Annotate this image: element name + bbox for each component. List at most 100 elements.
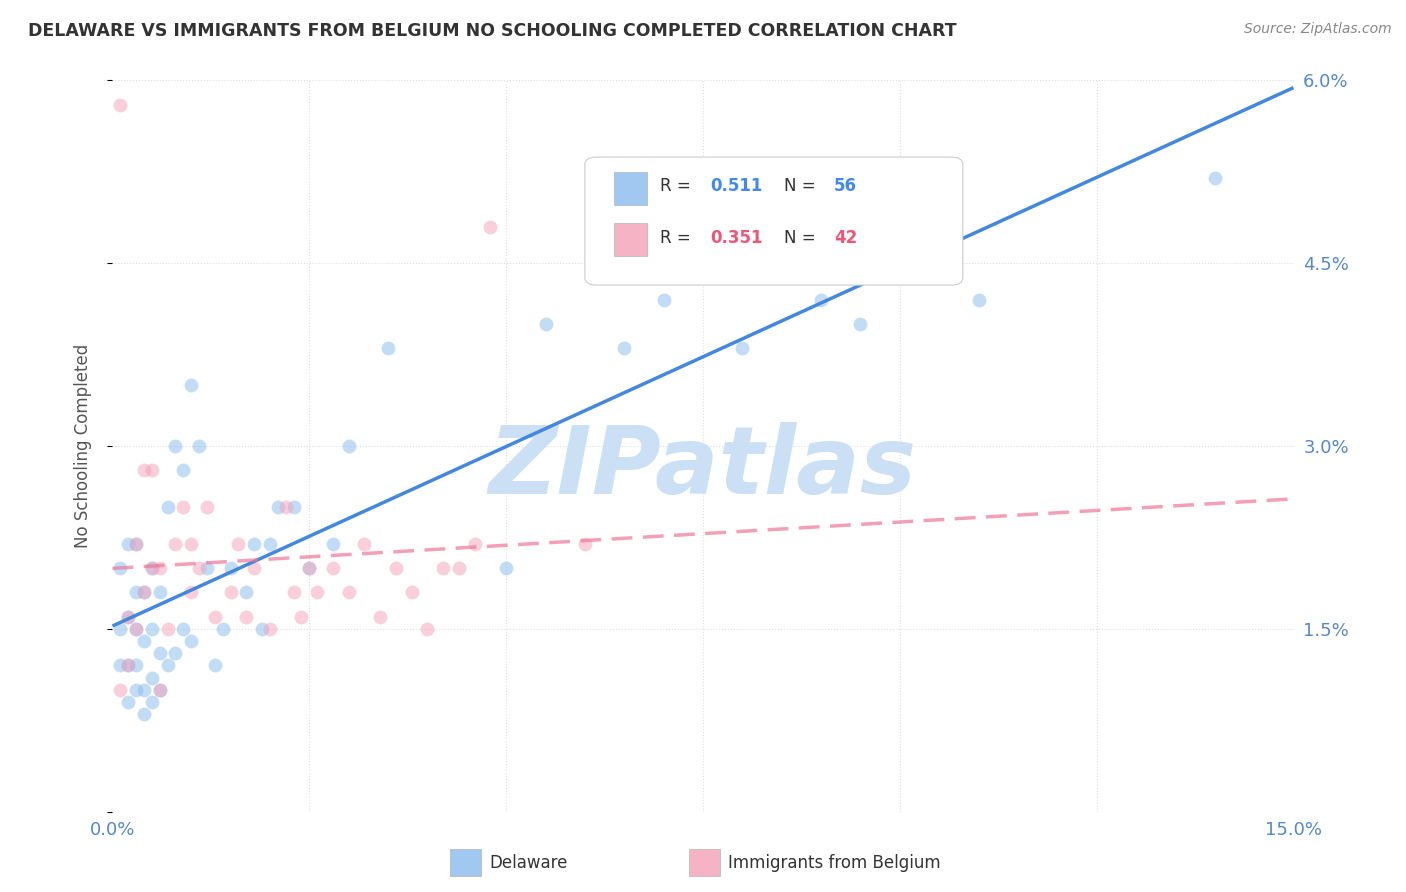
Point: [132, 682, 155, 697]
Point: [149, 682, 172, 697]
Point: [165, 646, 187, 660]
Point: [534, 317, 557, 331]
Point: [731, 342, 754, 356]
Point: [810, 293, 832, 307]
Text: DELAWARE VS IMMIGRANTS FROM BELGIUM NO SCHOOLING COMPLETED CORRELATION CHART: DELAWARE VS IMMIGRANTS FROM BELGIUM NO S…: [28, 22, 956, 40]
Text: 0.351: 0.351: [710, 228, 762, 246]
Point: [298, 561, 321, 575]
Point: [117, 609, 139, 624]
Text: 42: 42: [834, 228, 858, 246]
Point: [125, 585, 148, 599]
Point: [204, 609, 226, 624]
Point: [267, 500, 290, 514]
Point: [141, 561, 163, 575]
Point: [283, 585, 305, 599]
Point: [125, 536, 148, 550]
Text: 56: 56: [834, 178, 858, 195]
Point: [110, 658, 132, 673]
Point: [195, 561, 218, 575]
Point: [298, 561, 321, 575]
Point: [132, 585, 155, 599]
Point: [172, 622, 194, 636]
Point: [495, 561, 517, 575]
Point: [110, 561, 132, 575]
Point: [117, 536, 139, 550]
Point: [250, 622, 273, 636]
Point: [141, 463, 163, 477]
Point: [125, 622, 148, 636]
Point: [337, 439, 360, 453]
FancyBboxPatch shape: [585, 157, 963, 285]
Point: [243, 561, 266, 575]
Text: 0.511: 0.511: [710, 178, 762, 195]
Point: [141, 671, 163, 685]
Point: [219, 585, 242, 599]
Point: [132, 585, 155, 599]
Point: [110, 97, 132, 112]
Point: [132, 463, 155, 477]
Point: [125, 536, 148, 550]
Point: [652, 293, 675, 307]
Point: [195, 500, 218, 514]
Point: [180, 585, 202, 599]
Point: [117, 658, 139, 673]
Point: [156, 622, 179, 636]
Point: [322, 536, 344, 550]
Text: N =: N =: [785, 228, 821, 246]
Point: [156, 500, 179, 514]
Point: [132, 707, 155, 722]
Text: R =: R =: [661, 228, 696, 246]
Point: [307, 585, 329, 599]
FancyBboxPatch shape: [614, 171, 648, 204]
Text: R =: R =: [661, 178, 696, 195]
Point: [228, 536, 250, 550]
Point: [235, 585, 257, 599]
Point: [274, 500, 297, 514]
Point: [377, 342, 399, 356]
Point: [149, 682, 172, 697]
Point: [889, 219, 911, 234]
Text: Delaware: Delaware: [489, 854, 568, 871]
Point: [125, 682, 148, 697]
Point: [149, 561, 172, 575]
Point: [432, 561, 454, 575]
Point: [353, 536, 375, 550]
Text: N =: N =: [785, 178, 821, 195]
Point: [110, 622, 132, 636]
Point: [416, 622, 439, 636]
FancyBboxPatch shape: [614, 223, 648, 256]
Point: [447, 561, 470, 575]
Point: [243, 536, 266, 550]
Point: [219, 561, 242, 575]
Text: ZIPatlas: ZIPatlas: [489, 422, 917, 514]
Point: [117, 695, 139, 709]
Point: [188, 439, 211, 453]
Point: [1204, 170, 1226, 185]
Point: [125, 658, 148, 673]
Point: [117, 658, 139, 673]
Point: [337, 585, 360, 599]
Point: [283, 500, 305, 514]
Point: [188, 561, 211, 575]
Point: [141, 695, 163, 709]
Point: [165, 536, 187, 550]
Point: [368, 609, 391, 624]
Point: [204, 658, 226, 673]
Point: [385, 561, 408, 575]
Point: [165, 439, 187, 453]
Point: [613, 342, 636, 356]
Point: [849, 317, 872, 331]
Point: [180, 634, 202, 648]
Text: Source: ZipAtlas.com: Source: ZipAtlas.com: [1244, 22, 1392, 37]
Point: [156, 658, 179, 673]
Point: [235, 609, 257, 624]
Point: [479, 219, 502, 234]
Point: [180, 536, 202, 550]
Point: [322, 561, 344, 575]
Point: [290, 609, 312, 624]
Point: [110, 682, 132, 697]
Point: [172, 463, 194, 477]
Text: Immigrants from Belgium: Immigrants from Belgium: [728, 854, 941, 871]
Point: [180, 378, 202, 392]
Point: [259, 536, 281, 550]
